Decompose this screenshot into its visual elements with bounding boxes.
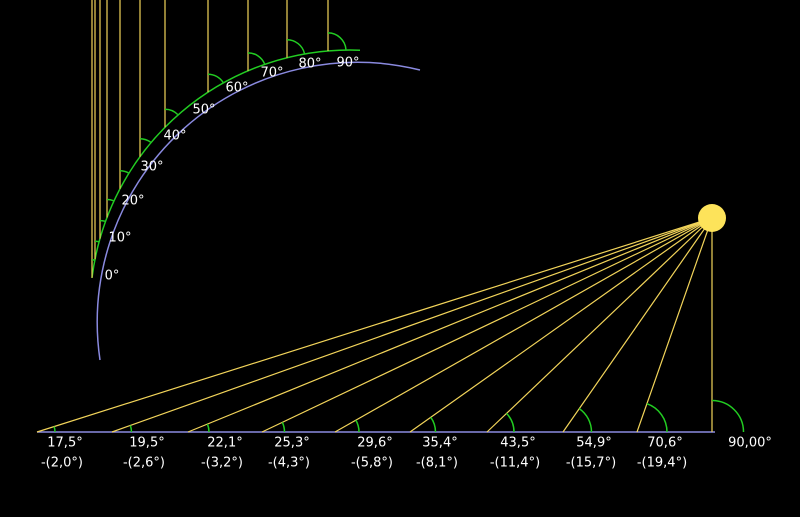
arc-label: 10° bbox=[108, 231, 131, 246]
arc-label: 70° bbox=[260, 66, 283, 81]
angle-label: 35,4° bbox=[422, 436, 457, 451]
angle-arc bbox=[505, 412, 515, 433]
angle-arc bbox=[53, 426, 56, 433]
deviation-label: -(4,3°) bbox=[268, 456, 310, 471]
angle-arc bbox=[355, 419, 360, 433]
sun-ray bbox=[562, 217, 713, 433]
sun-ray bbox=[334, 217, 713, 433]
arc-label: 30° bbox=[140, 160, 163, 175]
angle-label: 22,1° bbox=[207, 436, 242, 451]
arc-label: 0° bbox=[105, 269, 120, 284]
arc-label: 20° bbox=[121, 194, 144, 209]
angle-arc bbox=[247, 52, 266, 65]
arc-label: 90° bbox=[336, 56, 359, 71]
sun-ray bbox=[486, 217, 713, 433]
angle-arc bbox=[578, 407, 593, 433]
deviation-label: -(19,4°) bbox=[637, 456, 687, 471]
arc-label: 60° bbox=[225, 81, 248, 96]
angle-arc bbox=[207, 73, 224, 83]
angle-arc bbox=[286, 38, 306, 54]
deviation-label: -(3,2°) bbox=[201, 456, 243, 471]
deviation-label: -(2,6°) bbox=[123, 456, 165, 471]
lit-arc bbox=[91, 49, 361, 278]
angle-arc bbox=[139, 137, 152, 143]
angle-label: 17,5° bbox=[47, 436, 82, 451]
angle-arc bbox=[164, 108, 179, 116]
sun bbox=[698, 204, 726, 232]
angle-label: 54,9° bbox=[576, 436, 611, 451]
sun-ray bbox=[187, 217, 713, 433]
angle-label: 29,6° bbox=[357, 436, 392, 451]
sun-ray bbox=[111, 217, 713, 433]
angle-arc bbox=[281, 422, 286, 433]
sun-ray bbox=[636, 217, 713, 433]
arc-label: 80° bbox=[298, 57, 321, 72]
angle-label: 70,6° bbox=[647, 436, 682, 451]
angle-arc bbox=[711, 399, 745, 433]
angle-arc bbox=[206, 423, 210, 433]
deviation-label: -(15,7°) bbox=[566, 456, 616, 471]
arc-label: 50° bbox=[192, 103, 215, 118]
angle-label: 43,5° bbox=[500, 436, 535, 451]
angle-label: 19,5° bbox=[129, 436, 164, 451]
sun-ray bbox=[409, 217, 713, 433]
sun-ray bbox=[261, 217, 713, 433]
deviation-label: -(8,1°) bbox=[416, 456, 458, 471]
arc-label: 40° bbox=[163, 129, 186, 144]
angle-arc bbox=[430, 416, 437, 433]
deviation-label: -(5,8°) bbox=[351, 456, 393, 471]
deviation-label: -(11,4°) bbox=[490, 456, 540, 471]
surface-arc bbox=[96, 61, 421, 361]
angle-arc bbox=[119, 170, 129, 174]
angle-arc bbox=[99, 219, 106, 223]
angle-label: 25,3° bbox=[274, 436, 309, 451]
sun-ray bbox=[36, 217, 713, 433]
angle-label: 90,00° bbox=[728, 436, 772, 451]
angle-arc bbox=[106, 198, 114, 202]
angle-arc bbox=[129, 425, 133, 433]
angle-arc bbox=[646, 402, 668, 433]
deviation-label: -(2,0°) bbox=[41, 456, 83, 471]
angle-arc bbox=[327, 32, 347, 50]
